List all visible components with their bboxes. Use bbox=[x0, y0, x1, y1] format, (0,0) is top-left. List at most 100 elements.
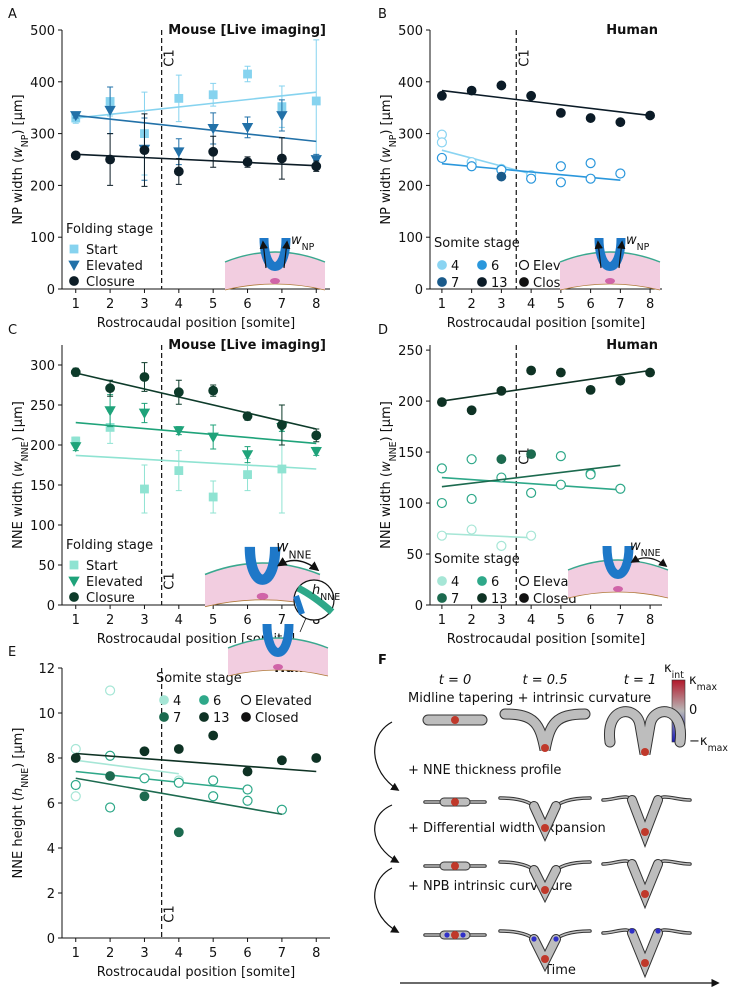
legend-title: Somite stage bbox=[156, 671, 242, 686]
y-tick-label: 2 bbox=[47, 887, 55, 902]
y-tick-label: 250 bbox=[30, 399, 55, 414]
inset-plate bbox=[244, 546, 281, 585]
marker bbox=[310, 155, 322, 166]
fit-line bbox=[441, 89, 651, 117]
legend-label: Closure bbox=[86, 275, 135, 290]
midline-curvature bbox=[541, 824, 549, 832]
marker bbox=[585, 173, 596, 184]
marker bbox=[311, 430, 322, 441]
marker bbox=[585, 113, 596, 123]
marker bbox=[555, 479, 566, 490]
midline-curvature bbox=[541, 886, 549, 894]
marker bbox=[138, 408, 151, 419]
chart-title: Human bbox=[606, 23, 658, 38]
y-tick-label: 200 bbox=[30, 179, 55, 194]
border-curvature bbox=[655, 928, 661, 934]
inset-arrow bbox=[617, 240, 626, 269]
y-axis-label: NNE height (hNNE) [µm] bbox=[11, 728, 31, 879]
midline-curvature bbox=[641, 828, 649, 836]
marker bbox=[585, 158, 596, 169]
x-tick-label: 8 bbox=[312, 613, 320, 628]
time-label: t = 0.5 bbox=[523, 673, 568, 688]
marker bbox=[436, 530, 447, 541]
chart-title: Mouse [Live imaging] bbox=[168, 338, 326, 353]
inset-label-part: NNE bbox=[320, 592, 340, 603]
legend-label: Start bbox=[86, 559, 118, 574]
x-tick-label: 7 bbox=[616, 613, 624, 628]
legend-label: Closed bbox=[533, 592, 577, 607]
marker bbox=[105, 802, 116, 813]
x-tick-label: 2 bbox=[468, 297, 476, 312]
border-curvature bbox=[531, 936, 537, 942]
inset-notochord bbox=[273, 664, 283, 670]
midline-curvature bbox=[641, 748, 649, 756]
y-axis-label-part: NNE bbox=[20, 441, 31, 461]
legend-label: 4 bbox=[173, 694, 181, 709]
reference-label: C1 bbox=[163, 572, 178, 589]
inset-label: wNNE bbox=[630, 539, 661, 559]
y-tick-label: 300 bbox=[30, 359, 55, 374]
marker bbox=[173, 426, 185, 437]
inset: hNNE bbox=[227, 579, 340, 677]
x-tick-label: 6 bbox=[586, 297, 594, 312]
marker bbox=[242, 157, 253, 167]
y-tick-label: 250 bbox=[398, 344, 423, 359]
inset: wNP bbox=[224, 233, 326, 291]
x-tick-label: 3 bbox=[497, 613, 505, 628]
marker bbox=[140, 484, 149, 494]
marker bbox=[159, 695, 169, 705]
x-tick-label: 6 bbox=[586, 613, 594, 628]
marker bbox=[496, 540, 507, 551]
inset-plate bbox=[262, 623, 294, 657]
fit-line bbox=[75, 114, 317, 143]
x-tick-label: 1 bbox=[72, 297, 80, 312]
marker bbox=[208, 492, 218, 502]
marker bbox=[70, 367, 81, 378]
marker bbox=[242, 766, 253, 777]
marker bbox=[173, 744, 184, 754]
x-tick-label: 4 bbox=[175, 613, 183, 628]
inset-label-part: NP bbox=[637, 242, 650, 253]
x-tick-label: 3 bbox=[140, 946, 148, 961]
inset-label-part: h bbox=[312, 583, 320, 598]
inset-arrow bbox=[259, 240, 268, 269]
marker bbox=[70, 791, 81, 802]
panel-letter: F bbox=[378, 653, 387, 668]
y-tick-label: 500 bbox=[398, 24, 423, 39]
inset-base bbox=[224, 283, 326, 291]
marker bbox=[496, 80, 507, 91]
marker bbox=[466, 454, 477, 465]
y-tick-label: 100 bbox=[30, 519, 55, 534]
marker bbox=[70, 442, 82, 453]
marker bbox=[105, 383, 116, 394]
fit-line bbox=[441, 464, 621, 488]
marker bbox=[477, 277, 487, 287]
fold-row bbox=[423, 795, 692, 849]
legend-title: Somite stage bbox=[434, 236, 520, 251]
fold-row bbox=[422, 706, 686, 756]
inset-surface bbox=[224, 251, 326, 263]
inset-zoom-layer bbox=[296, 584, 335, 615]
marker bbox=[199, 712, 209, 722]
marker bbox=[615, 168, 626, 179]
panel-letter: C bbox=[8, 323, 17, 338]
panel-letter: A bbox=[8, 7, 17, 22]
midline-curvature bbox=[451, 862, 459, 870]
legend-title: Folding stage bbox=[66, 222, 153, 237]
marker bbox=[645, 110, 656, 121]
y-tick-label: 400 bbox=[398, 76, 423, 91]
inset-label-part: NNE bbox=[289, 548, 312, 561]
x-tick-label: 1 bbox=[72, 613, 80, 628]
y-axis-label-part: NP width ( bbox=[379, 158, 394, 225]
y-axis-label: NNE width (wNNE) [µm] bbox=[11, 401, 31, 549]
marker bbox=[477, 576, 487, 586]
inset-surface bbox=[559, 251, 661, 263]
x-tick-label: 8 bbox=[312, 946, 320, 961]
x-tick-label: 2 bbox=[106, 946, 114, 961]
marker bbox=[466, 161, 477, 172]
legend-label: 4 bbox=[451, 259, 459, 274]
marker bbox=[243, 470, 252, 480]
y-axis-label-part: NNE width ( bbox=[11, 472, 26, 549]
marker bbox=[311, 96, 321, 106]
y-tick-label: 4 bbox=[47, 842, 55, 857]
